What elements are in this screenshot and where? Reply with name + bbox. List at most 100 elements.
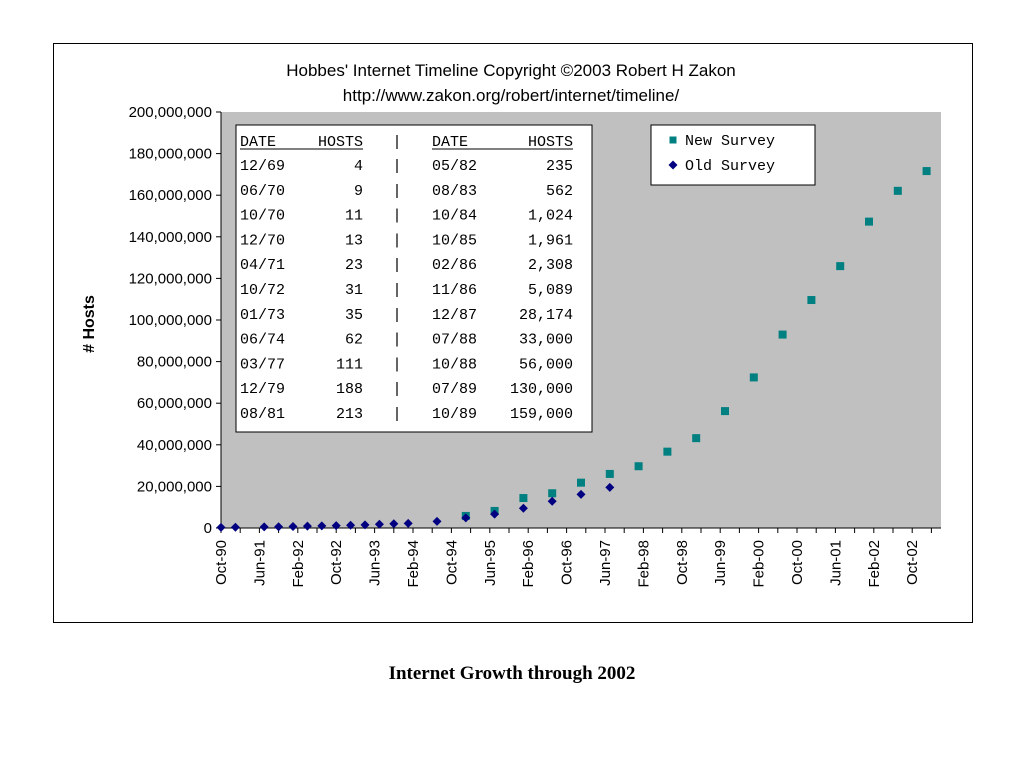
table-cell: 562 — [546, 183, 573, 200]
old-survey-point — [461, 513, 471, 523]
old-survey-point — [230, 522, 240, 532]
old-survey-point — [259, 522, 269, 532]
table-cell: | — [392, 282, 401, 299]
table-cell: 1,961 — [528, 232, 573, 249]
table-cell: | — [392, 183, 401, 200]
table-cell: | — [392, 356, 401, 373]
y-axis-label: # Hosts — [81, 295, 98, 353]
table-cell: 12/69 — [240, 158, 285, 175]
table-header: DATE — [240, 134, 276, 151]
new-survey-point — [548, 489, 557, 498]
y-tick-label: 160,000,000 — [129, 187, 212, 204]
old-survey-point — [360, 520, 370, 530]
old-survey-point — [547, 496, 557, 506]
chart-frame: Hobbes' Internet Timeline Copyright ©200… — [53, 43, 973, 623]
new-survey-point — [836, 262, 845, 271]
table-cell: 213 — [336, 406, 363, 423]
table-cell: | — [392, 332, 401, 349]
table-cell: | — [392, 208, 401, 225]
inset-table — [235, 124, 593, 433]
old-survey-point — [288, 521, 298, 531]
table-cell: | — [392, 257, 401, 274]
table-cell: 06/74 — [240, 332, 285, 349]
table-header: | — [392, 134, 401, 151]
x-tick-label: Jun-95 — [482, 540, 499, 586]
table-cell: 235 — [546, 158, 573, 175]
new-survey-point — [778, 330, 787, 339]
table-cell: 1,024 — [528, 208, 573, 225]
table-cell: | — [392, 307, 401, 324]
legend — [650, 124, 816, 186]
table-cell: 08/81 — [240, 406, 285, 423]
old-survey-point — [518, 503, 528, 513]
old-survey-point — [216, 522, 226, 532]
x-tick-label: Oct-00 — [789, 540, 806, 585]
table-cell: 12/79 — [240, 381, 285, 398]
table-cell: 10/88 — [432, 356, 477, 373]
old-survey-point — [374, 519, 384, 529]
table-cell: 35 — [345, 307, 363, 324]
table-cell: 10/72 — [240, 282, 285, 299]
table-cell: 28,174 — [519, 307, 573, 324]
new-survey-point — [519, 494, 528, 503]
new-survey-point — [634, 462, 643, 471]
table-cell: 10/85 — [432, 232, 477, 249]
table-cell: 12/87 — [432, 307, 477, 324]
table-cell: 02/86 — [432, 257, 477, 274]
table-cell: 10/70 — [240, 208, 285, 225]
table-cell: 11/86 — [432, 282, 477, 299]
table-cell: 188 — [336, 381, 363, 398]
table-cell: 08/83 — [432, 183, 477, 200]
old-survey-point — [302, 521, 312, 531]
table-cell: 11 — [345, 208, 363, 225]
table-cell: | — [392, 232, 401, 249]
x-tick-label: Jun-99 — [712, 540, 729, 586]
x-tick-label: Oct-92 — [328, 540, 345, 585]
table-cell: 23 — [345, 257, 363, 274]
table-cell: 111 — [336, 356, 363, 373]
table-cell: 62 — [345, 332, 363, 349]
y-tick-label: 80,000,000 — [137, 354, 212, 371]
old-survey-point — [346, 520, 356, 530]
table-cell: | — [392, 406, 401, 423]
x-tick-label: Feb-98 — [635, 540, 652, 588]
table-cell: 130,000 — [510, 381, 573, 398]
y-tick-label: 40,000,000 — [137, 437, 212, 454]
table-cell: 03/77 — [240, 356, 285, 373]
y-tick-label: 20,000,000 — [137, 478, 212, 495]
old-survey-point — [274, 522, 284, 532]
table-cell: 07/88 — [432, 332, 477, 349]
table-cell: | — [392, 158, 401, 175]
y-tick-label: 140,000,000 — [129, 229, 212, 246]
x-tick-label: Feb-92 — [290, 540, 307, 588]
x-tick-label: Oct-90 — [213, 540, 230, 585]
x-tick-label: Feb-02 — [866, 540, 883, 588]
table-cell: 5,089 — [528, 282, 573, 299]
table-cell: 9 — [354, 183, 363, 200]
x-tick-label: Feb-96 — [520, 540, 537, 588]
table-cell: 2,308 — [528, 257, 573, 274]
old-survey-point — [403, 518, 413, 528]
new-survey-point — [577, 478, 585, 487]
table-cell: 13 — [345, 232, 363, 249]
old-survey-point — [576, 489, 586, 499]
x-tick-label: Oct-98 — [674, 540, 691, 585]
new-survey-point — [865, 217, 873, 226]
chart-title: Hobbes' Internet Timeline Copyright ©200… — [286, 61, 736, 80]
table-cell: 06/70 — [240, 183, 285, 200]
x-tick-label: Oct-02 — [904, 540, 921, 585]
new-survey-point — [893, 186, 902, 195]
old-survey-point — [389, 519, 399, 529]
y-tick-label: 200,000,000 — [129, 104, 212, 121]
new-survey-point — [807, 296, 816, 305]
new-survey-point — [692, 434, 701, 443]
table-header: HOSTS — [528, 134, 573, 151]
table-cell: 4 — [354, 158, 363, 175]
old-survey-point — [605, 482, 615, 492]
legend-label: New Survey — [685, 133, 775, 150]
table-cell: | — [392, 381, 401, 398]
old-survey-point — [317, 521, 327, 531]
table-cell: 159,000 — [510, 406, 573, 423]
y-tick-label: 120,000,000 — [129, 270, 212, 287]
x-tick-label: Oct-94 — [443, 540, 460, 585]
